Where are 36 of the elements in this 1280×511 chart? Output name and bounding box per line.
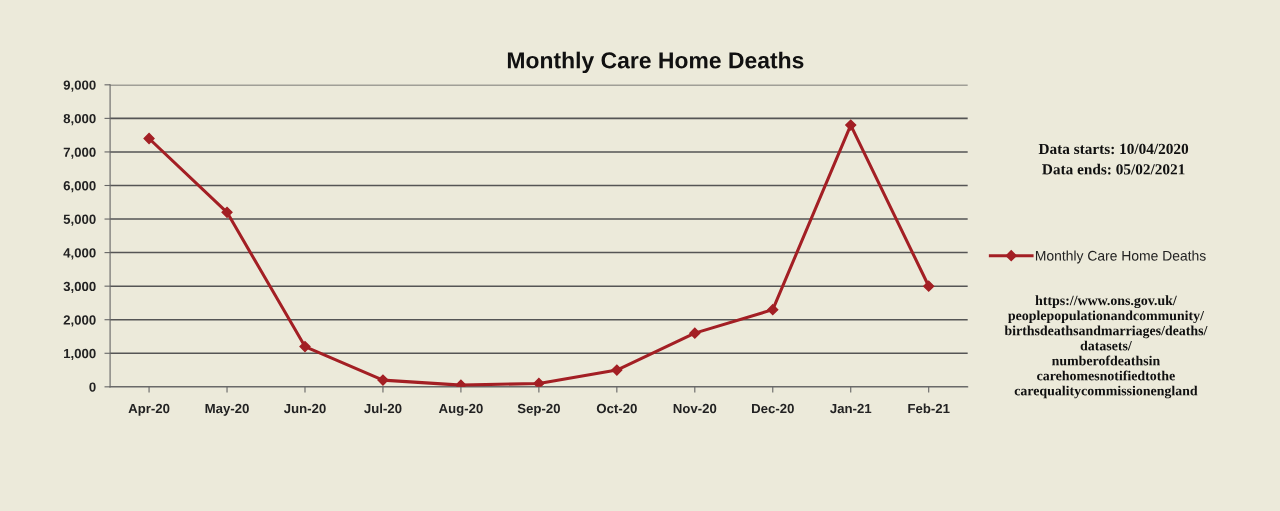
point bbox=[611, 364, 623, 376]
y-tick-label: 6,000 bbox=[63, 181, 96, 193]
point bbox=[299, 340, 311, 353]
point bbox=[689, 327, 701, 339]
x-tick-label: Aug-20 bbox=[438, 403, 483, 416]
x-tick-label: Nov-20 bbox=[673, 403, 717, 414]
text: Data ends: 05/02/2021 bbox=[1042, 163, 1185, 175]
y-tick-label: 8,000 bbox=[63, 113, 96, 126]
point bbox=[377, 374, 389, 386]
text: https://www.ons.gov.uk/ peoplepopulationandcommunity/ birthsdeathsandmarriages/deaths/ datasets/ numberofdeathsin carehomesnotifiedtothe carequalitycommissionengland bbox=[1004, 295, 1208, 399]
point bbox=[767, 304, 779, 316]
x-tick-label: Apr-20 bbox=[128, 403, 170, 416]
x-tick-label: Feb-21 bbox=[908, 403, 950, 414]
x-tick-label: May-20 bbox=[205, 403, 249, 416]
x-tick-label: Sep-20 bbox=[517, 403, 560, 416]
point bbox=[143, 132, 155, 145]
legend-label: Monthly Care Home Deaths bbox=[1035, 250, 1206, 264]
y-tick-label: 7,000 bbox=[63, 147, 96, 159]
x-tick-label: Jan-21 bbox=[830, 403, 872, 414]
x-tick-label: Jun-20 bbox=[283, 403, 326, 414]
y-tick-label: 3,000 bbox=[63, 281, 96, 293]
x-tick-label: Jul-20 bbox=[364, 403, 402, 414]
y-tick-label: 5,000 bbox=[63, 214, 96, 226]
y-tick-label: 4,000 bbox=[63, 248, 96, 260]
chart-title: Monthly Care Home Deaths bbox=[507, 51, 804, 74]
y-tick-label: 2,000 bbox=[63, 315, 96, 327]
point bbox=[845, 119, 857, 131]
point bbox=[533, 377, 545, 387]
point bbox=[221, 206, 233, 218]
y-tick-label: 9,000 bbox=[63, 80, 96, 92]
y-tick-label: 1,000 bbox=[64, 348, 96, 361]
text: Data starts: 10/04/2020 bbox=[1038, 143, 1189, 155]
x-tick-label: Oct-20 bbox=[596, 403, 637, 414]
y-tick-label: 0 bbox=[89, 382, 96, 392]
x-tick-label: Dec-20 bbox=[752, 403, 794, 414]
point bbox=[923, 280, 935, 292]
